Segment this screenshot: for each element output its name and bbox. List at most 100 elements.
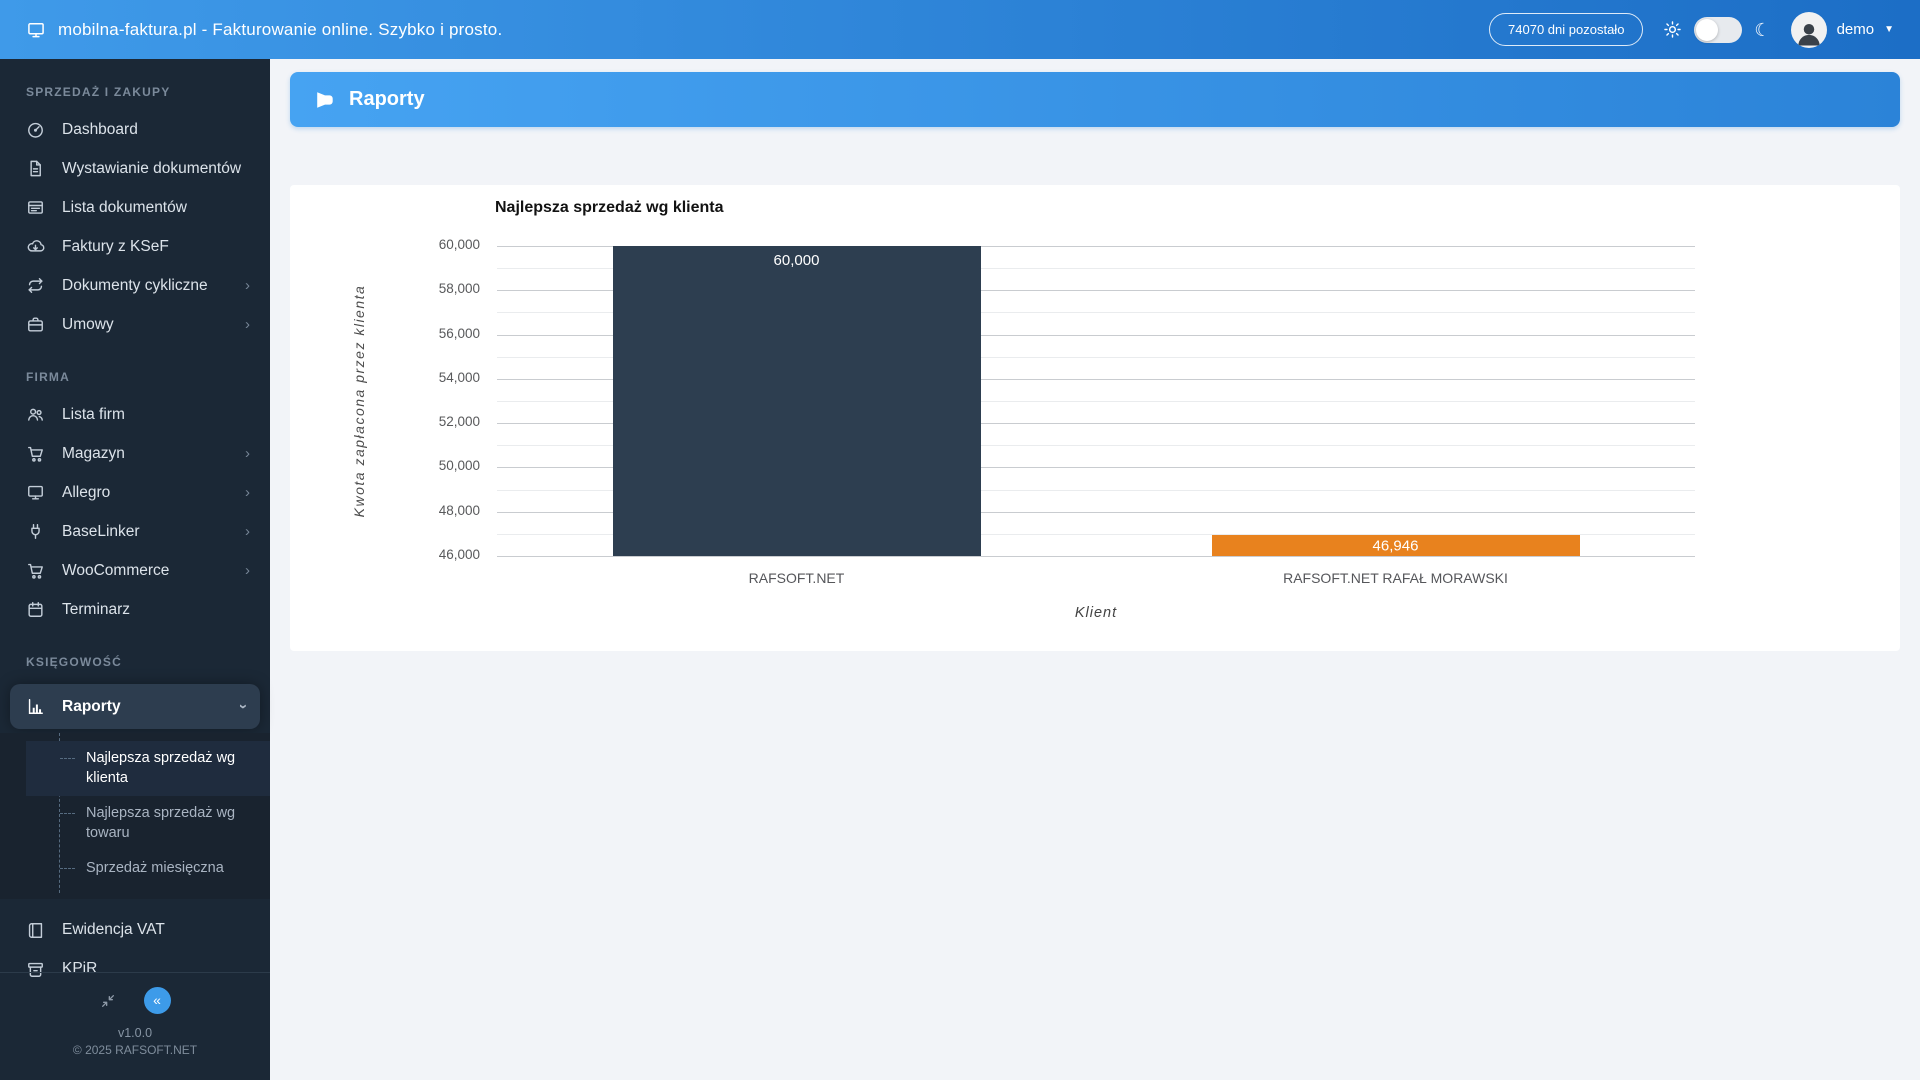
bar-value-label: 60,000 [773,252,820,269]
repeat-icon [26,276,45,295]
sidebar-item-raporty[interactable]: Raporty › [10,684,260,729]
y-tick-label: 50,000 [438,458,480,474]
sidebar-item-label: WooCommerce [62,561,170,579]
days-remaining-badge[interactable]: 74070 dni pozostało [1489,13,1644,46]
copyright: © 2025 RAFSOFT.NET [72,1043,198,1057]
sidebar-item-dashboard[interactable]: Dashboard [0,110,270,149]
app-version: v1.0.0 [117,1026,153,1040]
sidebar-item-label: Lista dokumentów [62,198,187,216]
chevron-down-icon: ▼ [1884,24,1894,35]
topbar-controls: 74070 dni pozostało ☾ demo ▼ [1489,11,1894,48]
sidebar-item-woocommerce[interactable]: WooCommerce › [0,551,270,590]
page-header-banner: Raporty [290,72,1900,127]
sidebar-item-allegro[interactable]: Allegro › [0,473,270,512]
sidebar-item-label: Terminarz [62,600,131,618]
cart-icon [26,444,45,463]
x-category-label: RAFSOFT.NET [748,570,845,586]
sidebar-item-label: Lista firm [62,405,125,423]
gridline-minor [497,401,1695,402]
chevron-right-icon: › [245,562,250,579]
monitor-icon [26,483,45,502]
user-name: demo [1836,21,1875,38]
megaphone-icon [314,89,336,111]
sidebar-item-ewidencja-vat[interactable]: Ewidencja VAT [0,911,270,950]
y-tick-label: 46,000 [438,547,480,562]
sidebar-item-label: Allegro [62,483,111,501]
sidebar: SPRZEDAŻ I ZAKUPY Dashboard Wystawianie … [0,59,270,1080]
gridline-minor [497,533,1695,535]
gridline-major [497,290,1695,292]
collapse-sidebar-button[interactable]: « [143,987,171,1014]
gridline-minor [497,268,1695,270]
y-tick-label: 48,000 [438,502,480,518]
gridline-minor [497,356,1695,358]
chart-bar[interactable]: 60,000 [612,246,981,556]
sidebar-item-label: Raporty [62,697,121,715]
gauge-icon [26,120,45,139]
topbar: mobilna-faktura.pl - Fakturowanie online… [0,0,1920,59]
main-content: Raporty Najlepsza sprzedaż wg klienta Kw… [270,59,1920,1080]
theme-toggle[interactable] [1694,16,1743,43]
raporty-submenu: Najlepsza sprzedaż wg klienta Najlepsza … [0,733,270,899]
sidebar-item-label: Faktury z KSeF [62,237,169,255]
sidebar-item-wystawianie-dokumentow[interactable]: Wystawianie dokumentów [0,149,270,188]
sidebar-item-umowy[interactable]: Umowy › [0,305,270,344]
y-tick-label: 54,000 [438,369,480,385]
gridline-minor [497,489,1695,491]
chevron-right-icon: › [245,523,250,540]
sidebar-item-dokumenty-cykliczne[interactable]: Dokumenty cykliczne › [0,266,270,305]
y-axis-label: Kwota zapłacona przez klienta [351,284,367,518]
bar-chart-icon [26,697,45,716]
sidebar-item-faktury-ksef[interactable]: Faktury z KSeF [0,227,270,266]
gridline-major [497,556,1695,557]
chart-area: Najlepsza sprzedaż wg klienta Kwota zapł… [290,185,1900,651]
chevron-right-icon: › [245,277,250,294]
book-icon [26,921,45,940]
monitor-icon [26,20,46,40]
submenu-item-najlepsza-sprzedaz-wg-klienta[interactable]: Najlepsza sprzedaż wg klienta [26,741,270,797]
sidebar-item-lista-dokumentow[interactable]: Lista dokumentów [0,188,270,227]
sidebar-item-terminarz[interactable]: Terminarz [0,590,270,629]
list-icon [26,198,45,217]
sun-icon [1663,20,1682,39]
sidebar-item-lista-firm[interactable]: Lista firm [0,395,270,434]
gridline-major [497,246,1695,247]
gridline-major [497,467,1695,469]
chart-title: Najlepsza sprzedaż wg klienta [495,199,724,216]
gridline-major [497,423,1695,425]
plug-icon [26,522,45,541]
chart-bar[interactable]: 46,946 [1211,535,1580,556]
submenu-item-najlepsza-sprzedaz-wg-towaru[interactable]: Najlepsza sprzedaż wg towaru [0,796,270,851]
y-tick-label: 58,000 [438,281,480,297]
sidebar-item-magazyn[interactable]: Magazyn › [0,434,270,473]
user-menu[interactable]: demo ▼ [1790,11,1894,48]
sidebar-item-label: Ewidencja VAT [62,921,165,939]
topbar-brand: mobilna-faktura.pl - Fakturowanie online… [26,20,502,40]
gridline-major [497,334,1695,336]
section-label-firma: FIRMA [26,370,70,384]
sidebar-footer: « v1.0.0 © 2025 RAFSOFT.NET [0,972,270,1080]
gridline-major [497,511,1695,513]
y-tick-label: 52,000 [438,414,480,430]
cloud-download-icon [26,237,45,256]
gridline-major [497,378,1695,380]
sidebar-item-baselinker[interactable]: BaseLinker › [0,512,270,551]
sidebar-item-kpir[interactable]: KPiR [0,950,270,989]
compress-icon[interactable] [100,993,116,1009]
chart-plot: 60,000 46,946 [497,246,1695,557]
submenu-guide-line [59,733,60,893]
y-tick-label: 60,000 [438,237,480,252]
chevron-down-icon: › [235,704,252,709]
archive-icon [26,960,45,979]
section-label-sales: SPRZEDAŻ I ZAKUPY [26,85,171,99]
gridline-minor [497,445,1695,447]
sidebar-item-label: Umowy [62,315,114,333]
users-icon [26,405,45,424]
sidebar-item-label: KPiR [62,960,98,978]
submenu-item-sprzedaz-miesieczna[interactable]: Sprzedaż miesięczna [0,851,270,887]
page-title: Raporty [349,88,425,110]
gridline-minor [497,312,1695,314]
x-category-label: RAFSOFT.NET RAFAŁ MORAWSKI [1283,570,1508,586]
document-icon [26,159,45,178]
app-title: mobilna-faktura.pl - Fakturowanie online… [58,19,503,39]
